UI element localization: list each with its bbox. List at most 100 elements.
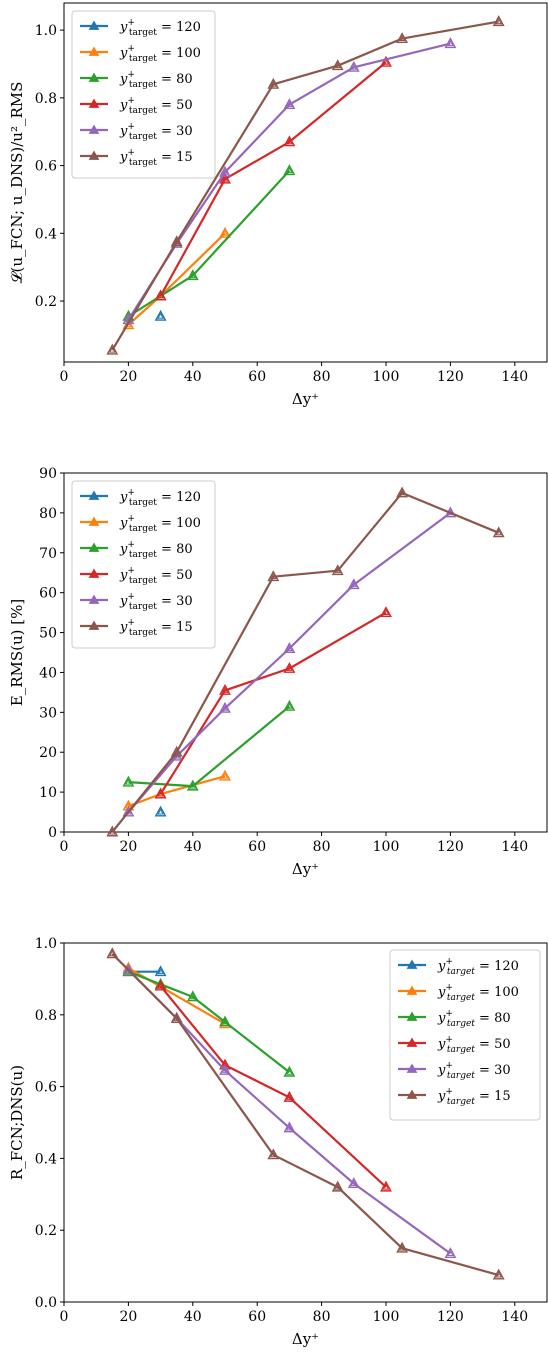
y-tick-label: 80 (39, 506, 57, 522)
data-point-inner-30 (447, 1249, 454, 1256)
series-line-15 (111, 20, 499, 351)
legend-label: y+ target = 80 (119, 70, 193, 90)
data-point-80 (186, 269, 199, 281)
data-point-80 (283, 699, 296, 711)
series-line-30 (127, 512, 452, 813)
data-point-50 (283, 661, 296, 673)
x-tick-label: 140 (501, 369, 528, 385)
data-point-15 (170, 745, 183, 757)
legend-item-50: y+ target = 50 (80, 566, 193, 586)
data-point-30 (219, 701, 231, 713)
data-point-80 (219, 1015, 231, 1027)
data-point-inner-50 (157, 790, 164, 797)
data-point-inner-80 (286, 166, 293, 174)
data-point-50 (154, 787, 167, 799)
data-point-inner-120 (157, 968, 164, 975)
chart-panel-1: 0 20 40 60 80 100 120 140 0.2 0.4 0.6 0.8 1.0 Δy⁺ 𝓛(u_… (8, 2, 548, 408)
data-point-inner-80 (221, 1018, 229, 1025)
legend-label: y+ target = 30 (437, 1061, 511, 1081)
legend-item-120: y+ target = 120 (80, 18, 201, 38)
x-axis-label: Δy⁺ (292, 390, 319, 408)
legend-marker (406, 1037, 418, 1047)
legend-marker (88, 542, 100, 552)
legend: y+ target = 120 y+ target = 100 y+ target = 8… (71, 480, 216, 649)
data-point-50 (380, 606, 392, 618)
legend-label: y+ target = 120 (119, 488, 201, 508)
data-point-15 (106, 343, 119, 355)
legend-label: y+ target = 120 (119, 18, 201, 38)
data-point-inner-30 (350, 63, 358, 70)
data-point-50 (154, 979, 167, 991)
y-tick-label: 1.0 (35, 23, 57, 39)
x-tick-label: 40 (184, 839, 202, 855)
data-point-inner-50 (382, 58, 390, 65)
data-point-inner-100 (221, 229, 229, 236)
x-axis-label: Δy⁺ (292, 860, 319, 878)
y-tick-label: 1.0 (35, 936, 57, 952)
x-tick-label: 20 (119, 839, 137, 855)
legend-label: y+ target = 80 (119, 540, 193, 560)
legend-item-100: y+ target = 100 (80, 514, 201, 534)
data-point-15 (267, 570, 280, 582)
data-point-inner-50 (286, 138, 293, 145)
legend-item-50: y+ target = 50 (80, 96, 193, 116)
data-point-inner-15 (495, 17, 503, 25)
legend-box (389, 949, 541, 1121)
plot-frame (63, 942, 548, 1303)
legend-marker (88, 150, 100, 160)
data-point-80 (186, 990, 199, 1002)
x-tick-label: 0 (60, 369, 69, 385)
legend-label: y+ target = 30 (119, 122, 193, 142)
x-tick-label: 120 (437, 839, 464, 855)
data-point-inner-50 (286, 1093, 293, 1100)
x-tick-label: 80 (313, 369, 331, 385)
data-point-inner-120 (157, 312, 164, 319)
data-point-30 (219, 1063, 231, 1075)
data-point-inner-50 (286, 664, 293, 671)
legend-marker (88, 98, 100, 108)
x-tick-label: 120 (437, 369, 464, 385)
y-tick-label: 0.2 (35, 294, 57, 310)
data-point-inner-80 (189, 782, 197, 789)
x-tick-label: 120 (437, 1309, 464, 1325)
series-50 (154, 979, 392, 1192)
legend-item-50: y+ target = 50 (398, 1035, 511, 1055)
data-point-inner-15 (495, 529, 503, 536)
data-point-15 (492, 526, 505, 538)
data-point-inner-15 (398, 489, 406, 496)
data-point-inner-30 (286, 100, 293, 108)
legend-item-15: y+ target = 15 (398, 1087, 511, 1107)
legend-label: y+ target = 50 (119, 96, 193, 116)
data-point-inner-15 (334, 567, 342, 574)
data-point-15 (492, 1268, 505, 1280)
data-point-30 (283, 1121, 296, 1133)
data-point-100 (219, 769, 231, 781)
series-15 (106, 947, 505, 1280)
series-100 (122, 769, 231, 811)
data-point-inner-80 (286, 702, 293, 709)
data-point-inner-80 (286, 1068, 293, 1075)
data-point-inner-30 (221, 168, 229, 175)
series-120 (154, 805, 167, 817)
series-line-15 (111, 953, 499, 1277)
data-point-inner-15 (269, 1151, 277, 1158)
x-tick-label: 80 (313, 1309, 331, 1325)
data-point-inner-30 (221, 1066, 229, 1073)
series-15 (106, 15, 505, 355)
y-tick-label: 0.8 (35, 91, 57, 107)
x-axis-label: Δy⁺ (292, 1330, 319, 1348)
legend-marker (88, 72, 100, 82)
legend-label: y+ target = 100 (119, 514, 201, 534)
data-point-50 (219, 683, 231, 695)
data-point-15 (492, 15, 505, 27)
data-point-inner-15 (269, 80, 277, 87)
legend-label: y+ target = 30 (119, 592, 193, 612)
data-point-30 (283, 642, 296, 653)
data-point-30 (283, 98, 296, 110)
legend-item-80: y+ target = 80 (398, 1009, 511, 1029)
data-point-50 (154, 289, 167, 301)
plot-frame (63, 472, 548, 833)
data-point-inner-15 (334, 62, 342, 69)
data-point-inner-15 (173, 1014, 181, 1021)
legend-marker (406, 1011, 418, 1021)
